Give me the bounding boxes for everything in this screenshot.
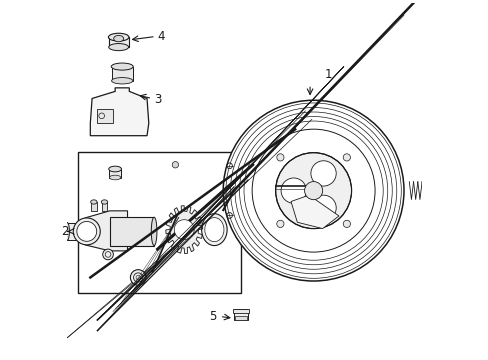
Circle shape xyxy=(130,270,145,285)
Polygon shape xyxy=(90,88,148,136)
Ellipse shape xyxy=(90,200,97,204)
Circle shape xyxy=(276,154,284,161)
Bar xyxy=(440,168,448,214)
Circle shape xyxy=(223,100,403,281)
Bar xyxy=(439,210,449,215)
Text: 5: 5 xyxy=(208,310,216,323)
Ellipse shape xyxy=(111,63,133,70)
Ellipse shape xyxy=(101,200,107,204)
Bar xyxy=(233,309,247,320)
Bar xyxy=(439,167,449,171)
Circle shape xyxy=(252,129,374,252)
Ellipse shape xyxy=(108,33,129,41)
Bar xyxy=(91,202,97,211)
Bar xyxy=(110,217,154,246)
Bar xyxy=(108,37,128,47)
Bar xyxy=(111,67,133,81)
Circle shape xyxy=(73,218,100,245)
Bar xyxy=(232,309,248,313)
Ellipse shape xyxy=(151,217,157,246)
Ellipse shape xyxy=(201,214,226,246)
Circle shape xyxy=(172,162,178,168)
Circle shape xyxy=(343,220,350,228)
Circle shape xyxy=(310,195,336,221)
Polygon shape xyxy=(290,195,338,229)
Polygon shape xyxy=(165,206,202,253)
Text: 3: 3 xyxy=(154,93,161,106)
Ellipse shape xyxy=(111,77,133,84)
Circle shape xyxy=(276,220,284,228)
Ellipse shape xyxy=(204,217,224,242)
Bar xyxy=(235,316,246,320)
Text: 4: 4 xyxy=(157,30,165,43)
Polygon shape xyxy=(85,211,127,251)
Ellipse shape xyxy=(108,166,121,172)
Ellipse shape xyxy=(109,175,121,180)
Circle shape xyxy=(174,220,194,239)
Bar xyxy=(102,202,107,211)
Polygon shape xyxy=(97,109,113,123)
Circle shape xyxy=(304,181,322,200)
Text: 1: 1 xyxy=(324,68,331,81)
Ellipse shape xyxy=(114,35,123,42)
Circle shape xyxy=(343,154,350,161)
Bar xyxy=(78,152,241,293)
Circle shape xyxy=(275,153,351,229)
Circle shape xyxy=(310,161,336,186)
Circle shape xyxy=(281,178,306,203)
Circle shape xyxy=(102,249,113,260)
Bar xyxy=(67,222,86,240)
Circle shape xyxy=(77,221,97,241)
Text: 2: 2 xyxy=(61,225,69,238)
Bar xyxy=(109,169,121,177)
Ellipse shape xyxy=(108,44,128,51)
Ellipse shape xyxy=(65,222,69,240)
